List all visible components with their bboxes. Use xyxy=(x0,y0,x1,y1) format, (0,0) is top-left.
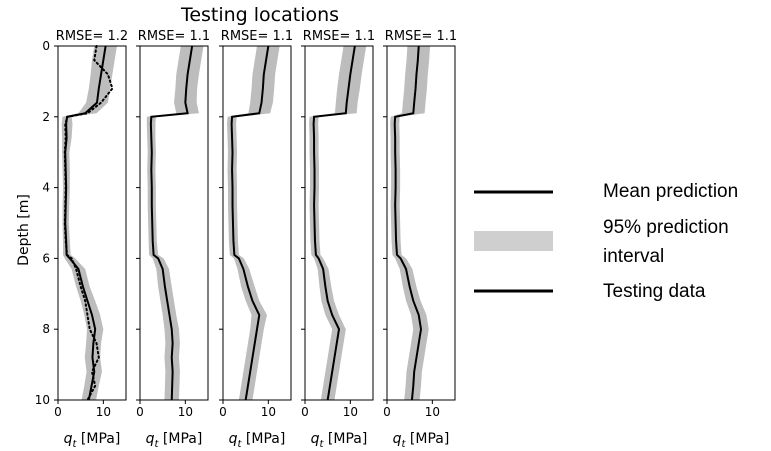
x-axis-label-var: q xyxy=(393,431,402,447)
y-tick-label: 8 xyxy=(42,322,50,336)
mean-prediction-line xyxy=(312,45,356,401)
x-tick-label: 10 xyxy=(343,405,358,419)
prediction-interval-band xyxy=(146,46,204,400)
x-axis-label-unit: [MPa] xyxy=(323,431,367,447)
panel-frame xyxy=(139,45,209,401)
panel-frame xyxy=(57,45,127,401)
x-tick-label: 10 xyxy=(425,405,440,419)
rmse-label: RMSE= 1.1 xyxy=(138,29,210,44)
y-tick-label: 4 xyxy=(42,181,50,195)
x-axis-label: qt [MPa] xyxy=(146,431,203,450)
x-axis-label-var: q xyxy=(311,431,320,447)
panel-5: RMSE= 1.1 0 10 qt [MPa] xyxy=(383,29,457,450)
x-tick-label: 10 xyxy=(261,405,276,419)
y-axis-label: Depth [m] xyxy=(16,194,32,266)
y-tick-label: 2 xyxy=(42,110,50,124)
legend-mean-label: Mean prediction xyxy=(603,181,738,202)
rmse-label: RMSE= 1.1 xyxy=(221,29,293,44)
x-tick-label: 0 xyxy=(54,405,62,419)
x-axis-label-sub: t xyxy=(402,439,407,450)
legend-pi-label-line2: interval xyxy=(603,246,664,267)
x-tick-label: 0 xyxy=(136,405,144,419)
x-axis-label-sub: t xyxy=(320,439,325,450)
x-tick-label: 10 xyxy=(178,405,193,419)
x-axis-label-unit: [MPa] xyxy=(405,431,449,447)
x-axis-label-sub: t xyxy=(238,439,243,450)
y-tick-label: 10 xyxy=(35,393,50,407)
x-axis-label-unit: [MPa] xyxy=(158,431,202,447)
y-tick-label: 6 xyxy=(42,251,50,265)
x-axis-label-var: q xyxy=(146,431,155,447)
mean-prediction-line xyxy=(393,45,423,401)
legend: Mean prediction 95% prediction interval … xyxy=(474,181,738,302)
prediction-interval-band xyxy=(61,46,117,400)
panel-frame xyxy=(304,45,374,401)
prediction-interval-band xyxy=(390,46,431,400)
panel-3: RMSE= 1.1 0 10 qt [MPa] xyxy=(219,29,293,450)
rmse-label: RMSE= 1.1 xyxy=(385,29,457,44)
y-tick-label: 0 xyxy=(42,39,50,53)
legend-data-label: Testing data xyxy=(603,281,706,302)
prediction-interval-band xyxy=(227,46,280,400)
rmse-label: RMSE= 1.2 xyxy=(56,29,128,44)
panel-frame xyxy=(386,45,456,401)
x-axis-label-var: q xyxy=(229,431,238,447)
x-axis-label: qt [MPa] xyxy=(393,431,450,450)
panel-4: RMSE= 1.1 0 10 qt [MPa] xyxy=(301,29,375,450)
mean-prediction-line xyxy=(230,45,270,401)
panel-2: RMSE= 1.1 0 10 qt [MPa] xyxy=(136,29,210,450)
mean-prediction-line xyxy=(149,45,194,401)
x-tick-label: 0 xyxy=(301,405,309,419)
rmse-label: RMSE= 1.1 xyxy=(303,29,375,44)
x-tick-label: 0 xyxy=(383,405,391,419)
legend-pi-label-line1: 95% prediction xyxy=(603,217,729,238)
x-tick-label: 10 xyxy=(96,405,111,419)
x-axis-label-var: q xyxy=(64,431,73,447)
legend-pi-swatch xyxy=(474,231,553,251)
x-axis-label-sub: t xyxy=(155,439,160,450)
chart-title: Testing locations xyxy=(180,4,339,26)
panel-frame xyxy=(222,45,292,401)
x-axis-label-unit: [MPa] xyxy=(76,431,120,447)
x-tick-label: 0 xyxy=(219,405,227,419)
mean-prediction-line xyxy=(64,45,107,401)
prediction-interval-band xyxy=(309,46,367,400)
x-axis-label: qt [MPa] xyxy=(64,431,121,450)
x-axis-label: qt [MPa] xyxy=(229,431,286,450)
x-axis-label: qt [MPa] xyxy=(311,431,368,450)
x-axis-label-sub: t xyxy=(73,439,78,450)
x-axis-label-unit: [MPa] xyxy=(241,431,285,447)
